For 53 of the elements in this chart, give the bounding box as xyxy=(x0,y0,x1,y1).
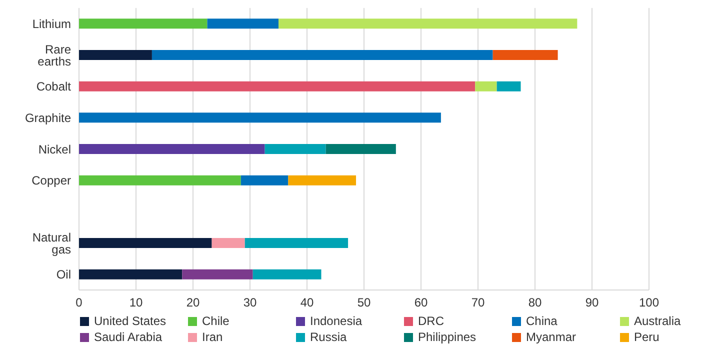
bar xyxy=(252,269,322,280)
y-tick-label: Natural gas xyxy=(32,230,71,256)
legend-label: Australia xyxy=(634,314,681,328)
bar xyxy=(79,18,208,29)
x-tick-label: 0 xyxy=(76,296,83,310)
bar xyxy=(79,238,212,248)
legend-label: Russia xyxy=(310,330,347,344)
legend-label: Myanmar xyxy=(526,330,576,344)
x-tick-label: 10 xyxy=(129,296,143,310)
bar xyxy=(79,112,441,123)
x-tick-label: 50 xyxy=(357,296,371,310)
y-tick-label: Nickel xyxy=(38,142,71,156)
y-tick-label: Oil xyxy=(56,268,71,282)
x-tick-label: 60 xyxy=(414,296,428,310)
bar xyxy=(475,81,497,92)
x-tick-label: 40 xyxy=(300,296,314,310)
x-tick-label: 30 xyxy=(243,296,257,310)
bar xyxy=(278,18,578,29)
x-tick-label: 90 xyxy=(585,296,599,310)
legend-label: United States xyxy=(94,314,166,328)
bar xyxy=(79,81,476,92)
bar xyxy=(288,175,356,186)
legend-label: Iran xyxy=(202,330,223,344)
y-tick-label: Cobalt xyxy=(36,80,72,94)
bar xyxy=(326,144,396,154)
legend-label: Peru xyxy=(634,330,660,344)
x-tick-label: 100 xyxy=(638,296,660,310)
bar xyxy=(79,269,182,280)
bar xyxy=(492,50,558,60)
x-tick-label: 20 xyxy=(186,296,200,310)
legend-label: Philippines xyxy=(418,330,476,344)
x-tick-label: 70 xyxy=(471,296,485,310)
bar xyxy=(79,175,241,186)
bar xyxy=(207,18,278,29)
bar xyxy=(79,144,265,154)
legend-label: China xyxy=(526,314,558,328)
x-tick-label: 80 xyxy=(528,296,542,310)
bar xyxy=(264,144,326,154)
legend-label: Saudi Arabia xyxy=(94,330,162,344)
bar xyxy=(79,50,152,60)
y-tick-label: Lithium xyxy=(32,16,71,31)
legend-label: Indonesia xyxy=(310,314,362,328)
bar xyxy=(152,50,493,60)
bar xyxy=(240,175,288,186)
legend-label: Chile xyxy=(202,314,230,328)
legend-label: DRC xyxy=(418,314,444,328)
bar xyxy=(212,238,245,248)
bar xyxy=(182,269,253,280)
y-tick-label: Copper xyxy=(32,174,71,188)
y-tick-label: Rare earths xyxy=(38,42,72,68)
bar xyxy=(496,81,521,92)
y-tick-label: Graphite xyxy=(24,110,72,125)
bar xyxy=(244,238,348,248)
